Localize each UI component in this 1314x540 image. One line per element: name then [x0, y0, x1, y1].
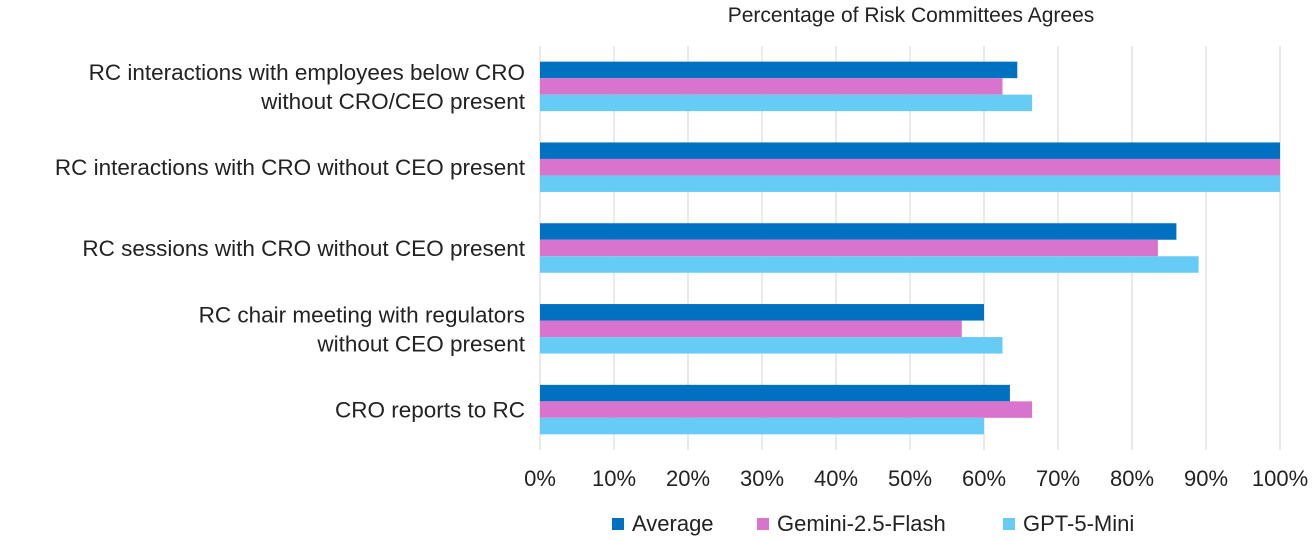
- bars: [540, 61, 1280, 435]
- bar: [540, 175, 1280, 192]
- legend-swatch: [1003, 518, 1015, 530]
- category-label: without CRO/CEO present: [260, 89, 526, 114]
- legend-label: Gemini-2.5-Flash: [777, 511, 946, 536]
- bar: [540, 61, 1018, 79]
- category-label: RC chair meeting with regulators: [199, 302, 525, 327]
- x-tick-label: 70%: [1036, 466, 1080, 491]
- legend-label: GPT-5-Mini: [1023, 511, 1134, 536]
- x-tick-label: 60%: [962, 466, 1006, 491]
- category-labels: RC interactions with employees below CRO…: [55, 60, 526, 423]
- x-tick-label: 30%: [740, 466, 784, 491]
- bar: [540, 256, 1199, 273]
- bar: [540, 417, 984, 435]
- x-tick-label: 90%: [1184, 466, 1228, 491]
- bar: [540, 158, 1280, 176]
- bar: [540, 304, 984, 321]
- x-tick-label: 50%: [888, 466, 932, 491]
- x-tick-label: 0%: [524, 466, 556, 491]
- bar: [540, 94, 1033, 112]
- bar: [540, 401, 1033, 418]
- bar: [540, 239, 1158, 257]
- x-tick-label: 100%: [1252, 466, 1308, 491]
- legend-label: Average: [632, 511, 714, 536]
- bar: [540, 320, 962, 338]
- category-label: RC interactions with CRO without CEO pre…: [55, 155, 526, 180]
- bar: [540, 142, 1280, 159]
- x-tick-label: 10%: [592, 466, 636, 491]
- bar: [540, 337, 1003, 354]
- category-label: RC sessions with CRO without CEO present: [82, 236, 525, 261]
- bar: [540, 384, 1010, 402]
- x-tick-labels: 0% 10% 20% 30% 40% 50% 60% 70% 80% 90% 100%: [524, 466, 1308, 491]
- legend-swatch: [757, 518, 769, 530]
- x-tick-label: 40%: [814, 466, 858, 491]
- category-label: without CEO present: [316, 331, 525, 356]
- legend-swatch: [612, 518, 624, 530]
- legend: Average Gemini-2.5-Flash GPT-5-Mini: [612, 511, 1134, 536]
- category-label: CRO reports to RC: [335, 398, 525, 423]
- chart-title: Percentage of Risk Committees Agrees: [728, 4, 1095, 27]
- bar: [540, 223, 1177, 240]
- bar: [540, 78, 1003, 95]
- x-tick-label: 20%: [666, 466, 710, 491]
- category-label: RC interactions with employees below CRO: [89, 60, 525, 85]
- x-tick-label: 80%: [1110, 466, 1154, 491]
